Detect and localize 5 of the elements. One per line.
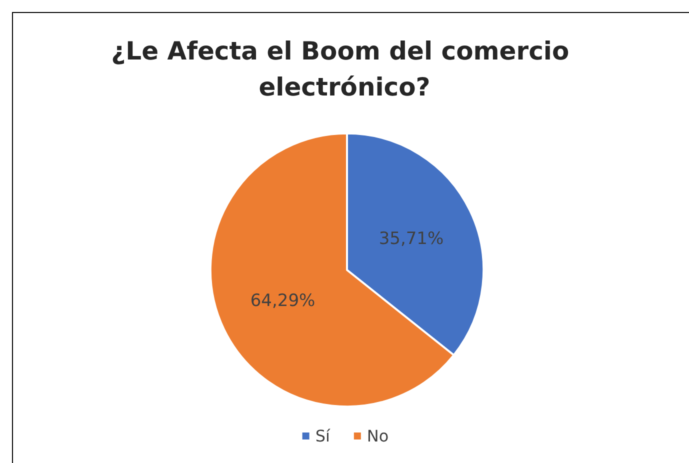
data-label: 35,71%: [378, 229, 444, 250]
data-label: 64,29%: [250, 290, 316, 311]
legend-label: Sí: [315, 426, 330, 446]
chart-title: ¿Le Afecta el Boom del comercio electrónico?: [111, 36, 578, 102]
legend-label: No: [366, 426, 389, 446]
